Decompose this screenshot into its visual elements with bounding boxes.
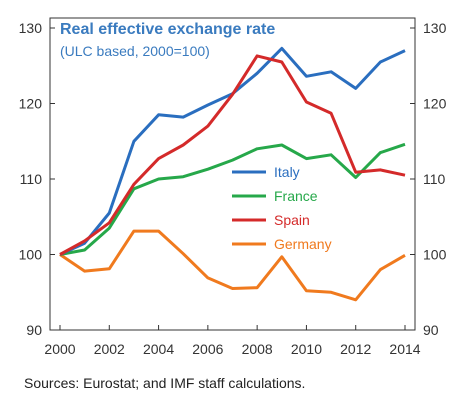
x-tick-label-2012: 2012 xyxy=(340,341,371,357)
series-line-spain xyxy=(59,54,406,256)
legend-label-germany: Germany xyxy=(274,236,332,252)
y-tick-label-left-130: 130 xyxy=(19,20,43,36)
x-tick-label-2004: 2004 xyxy=(143,341,174,357)
y-tick-label-left-120: 120 xyxy=(19,96,43,112)
source-note: Sources: Eurostat; and IMF staff calcula… xyxy=(24,375,306,391)
legend-label-spain: Spain xyxy=(274,212,310,228)
x-tick-label-2010: 2010 xyxy=(291,341,322,357)
x-tick-label-2014: 2014 xyxy=(389,341,420,357)
y-tick-label-right-110: 110 xyxy=(423,171,446,187)
chart-title: Real effective exchange rate xyxy=(60,21,275,38)
chart-subtitle: (ULC based, 2000=100) xyxy=(60,43,210,59)
y-tick-label-left-110: 110 xyxy=(20,171,43,187)
x-tick-label-2002: 2002 xyxy=(94,341,125,357)
x-tick-label-2006: 2006 xyxy=(192,341,223,357)
legend-label-italy: Italy xyxy=(274,164,300,180)
y-tick-label-left-90: 90 xyxy=(26,322,42,338)
series-line-france xyxy=(59,142,406,256)
x-tick-label-2008: 2008 xyxy=(242,341,273,357)
series-line-germany xyxy=(59,229,406,302)
y-tick-label-right-130: 130 xyxy=(423,20,447,36)
y-tick-label-right-100: 100 xyxy=(423,247,447,263)
plot-frame xyxy=(49,17,416,331)
y-tick-label-right-120: 120 xyxy=(423,96,447,112)
y-tick-label-left-100: 100 xyxy=(19,247,43,263)
legend-label-france: France xyxy=(274,188,318,204)
y-tick-label-right-90: 90 xyxy=(423,322,439,338)
x-tick-label-2000: 2000 xyxy=(44,341,75,357)
